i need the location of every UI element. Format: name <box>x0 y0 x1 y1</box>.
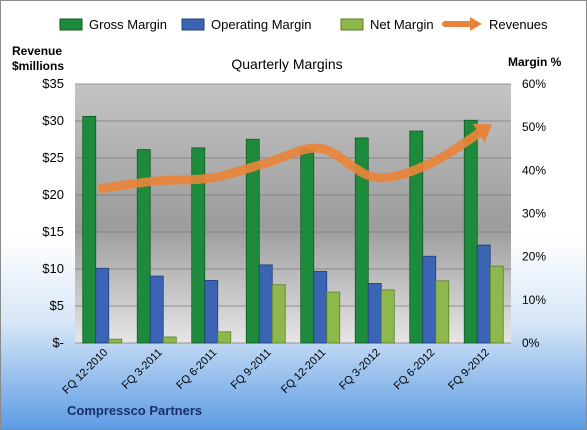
left-axis-title-line1: Revenue <box>12 44 62 58</box>
left-axis-tick-label: $5 <box>50 298 64 313</box>
bar-net-margin <box>380 289 395 344</box>
left-axis-tick-label: $15 <box>42 224 64 239</box>
legend-arrow-revenues <box>470 17 482 31</box>
right-axis-tick-label: 50% <box>522 120 546 134</box>
left-axis-tick-label: $- <box>52 335 64 350</box>
revenue-line-layer <box>97 123 493 193</box>
bar-gross-margin <box>409 130 424 344</box>
legend-label-net-margin: Net Margin <box>370 17 434 32</box>
bar-gross-margin <box>463 119 478 344</box>
legend-label-revenues: Revenues <box>489 17 548 32</box>
footer-company-name: Compressco Partners <box>67 403 202 418</box>
left-axis-tick-label: $20 <box>42 187 64 202</box>
bar-gross-margin <box>300 148 315 344</box>
right-axis-title: Margin % <box>508 55 562 69</box>
legend-swatch-net-margin <box>340 18 364 31</box>
bar-gross-margin <box>82 115 97 344</box>
bar-gross-margin <box>136 149 151 344</box>
right-axis-tick-label: 30% <box>522 207 546 221</box>
left-axis-tick-label: $10 <box>42 261 64 276</box>
bar-gross-margin <box>245 138 260 344</box>
bar-operating-margin <box>367 283 382 344</box>
right-axis-tick-label: 10% <box>522 293 546 307</box>
bar-gross-margin <box>354 137 369 344</box>
bar-operating-margin <box>149 275 164 344</box>
bar-operating-margin <box>313 270 328 344</box>
right-axis-tick-label: 40% <box>522 163 546 177</box>
left-axis-title-line2: $millions <box>12 59 64 73</box>
bar-net-margin <box>108 338 123 344</box>
right-axis-tick-label: 0% <box>522 336 540 350</box>
bar-net-margin <box>217 331 232 344</box>
chart-title: Quarterly Margins <box>231 56 342 72</box>
bar-operating-margin <box>95 267 110 344</box>
legend: Gross Margin Operating Margin Net Margin… <box>59 17 548 32</box>
legend-label-gross-margin: Gross Margin <box>89 17 167 32</box>
bar-operating-margin <box>204 280 219 344</box>
revenue-line-arrowhead <box>472 123 493 143</box>
bar-net-margin <box>435 280 450 344</box>
revenue-line <box>97 125 489 193</box>
bars <box>82 115 504 344</box>
left-axis-tick-label: $35 <box>42 76 64 91</box>
left-axis-tick-label: $30 <box>42 113 64 128</box>
bar-gross-margin <box>191 147 206 344</box>
legend-swatch-operating-margin <box>181 18 205 31</box>
left-axis-tick-label: $25 <box>42 150 64 165</box>
right-axis-tick-label: 20% <box>522 250 546 264</box>
bar-operating-margin <box>476 244 491 344</box>
bar-net-margin <box>326 291 341 344</box>
legend-label-operating-margin: Operating Margin <box>211 17 311 32</box>
legend-swatch-gross-margin <box>59 18 83 31</box>
bar-net-margin <box>162 336 177 344</box>
right-axis-tick-label: 60% <box>522 77 546 91</box>
bar-net-margin <box>271 284 286 344</box>
bar-net-margin <box>489 265 504 344</box>
bar-operating-margin <box>258 264 273 344</box>
bar-operating-margin <box>422 255 437 344</box>
